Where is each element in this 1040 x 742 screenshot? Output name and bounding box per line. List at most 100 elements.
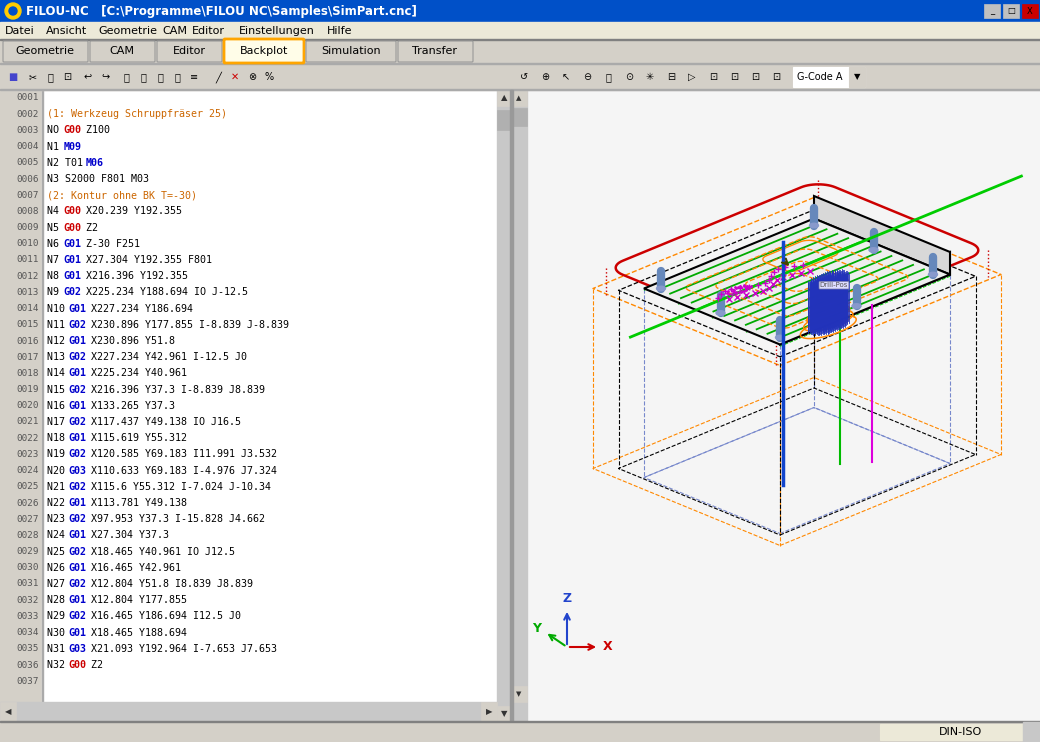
Bar — [135, 67, 151, 87]
Text: 0021: 0021 — [17, 418, 40, 427]
Text: 0014: 0014 — [17, 304, 40, 313]
Bar — [5, 67, 21, 87]
Text: X216.396 Y37.3 I-8.839 J8.839: X216.396 Y37.3 I-8.839 J8.839 — [85, 384, 265, 395]
Text: ▼: ▼ — [500, 709, 508, 718]
Text: N30: N30 — [47, 628, 71, 637]
Text: X230.896 Y177.855 I-8.839 J-8.839: X230.896 Y177.855 I-8.839 J-8.839 — [85, 320, 289, 329]
Text: 0034: 0034 — [17, 628, 40, 637]
Bar — [512, 90, 527, 106]
Bar — [0, 89, 1040, 90]
Text: X230.896 Y51.8: X230.896 Y51.8 — [85, 336, 175, 346]
Bar — [97, 67, 113, 87]
FancyBboxPatch shape — [3, 41, 88, 62]
Ellipse shape — [869, 248, 878, 252]
FancyBboxPatch shape — [224, 39, 304, 63]
Text: X133.265 Y37.3: X133.265 Y37.3 — [85, 401, 175, 411]
Text: Y: Y — [532, 623, 541, 635]
Polygon shape — [780, 252, 950, 344]
Text: 0018: 0018 — [17, 369, 40, 378]
Text: 0007: 0007 — [17, 191, 40, 200]
Text: G01: G01 — [69, 368, 86, 378]
Text: G01: G01 — [69, 562, 86, 573]
Text: ⊡: ⊡ — [772, 72, 780, 82]
Text: X27.304 Y192.355 F801: X27.304 Y192.355 F801 — [80, 255, 212, 265]
FancyBboxPatch shape — [398, 41, 473, 62]
Text: 0011: 0011 — [17, 255, 40, 264]
Bar — [512, 90, 527, 722]
Text: N24: N24 — [47, 531, 71, 540]
Text: G02: G02 — [69, 579, 86, 589]
Text: 0009: 0009 — [17, 223, 40, 232]
Text: N29: N29 — [47, 611, 71, 621]
Bar — [1022, 4, 1038, 18]
Text: 0001: 0001 — [17, 93, 40, 102]
Text: ▲: ▲ — [500, 93, 508, 102]
Bar — [512, 70, 1040, 722]
Text: ✳: ✳ — [646, 72, 654, 82]
Bar — [599, 67, 617, 87]
Bar — [0, 64, 1040, 90]
Text: 0029: 0029 — [17, 547, 40, 556]
Text: G01: G01 — [69, 498, 86, 508]
Text: Editor: Editor — [173, 46, 206, 56]
Text: 0013: 0013 — [17, 288, 40, 297]
Bar — [497, 706, 512, 722]
Text: G02: G02 — [69, 547, 86, 556]
Text: Datei: Datei — [5, 26, 34, 36]
Ellipse shape — [809, 223, 818, 228]
Text: X12.804 Y51.8 I8.839 J8.839: X12.804 Y51.8 I8.839 J8.839 — [85, 579, 253, 589]
Text: ▼: ▼ — [516, 691, 522, 697]
Bar — [25, 67, 41, 87]
Text: X115.619 Y55.312: X115.619 Y55.312 — [85, 433, 187, 443]
Text: 0028: 0028 — [17, 531, 40, 540]
Text: G01: G01 — [69, 433, 86, 443]
Polygon shape — [644, 218, 950, 344]
Text: X227.234 Y42.961 I-12.5 J0: X227.234 Y42.961 I-12.5 J0 — [85, 352, 248, 362]
Text: M09: M09 — [63, 142, 81, 151]
Ellipse shape — [929, 272, 937, 277]
Text: ⊗: ⊗ — [248, 72, 256, 82]
Bar — [515, 67, 534, 87]
Text: X225.234 Y40.961: X225.234 Y40.961 — [85, 368, 187, 378]
Text: Editor: Editor — [192, 26, 226, 36]
Text: 0027: 0027 — [17, 515, 40, 524]
Text: Ansicht: Ansicht — [46, 26, 87, 36]
Text: N27: N27 — [47, 579, 71, 589]
Text: 0032: 0032 — [17, 596, 40, 605]
Bar — [512, 686, 527, 702]
Text: ⊕: ⊕ — [541, 72, 549, 82]
Bar — [0, 0, 1040, 22]
Text: ⊡: ⊡ — [730, 72, 738, 82]
Text: 0026: 0026 — [17, 499, 40, 508]
Text: 0004: 0004 — [17, 142, 40, 151]
Bar — [1003, 4, 1019, 18]
Text: N19: N19 — [47, 450, 71, 459]
Bar — [768, 67, 785, 87]
Bar — [557, 67, 575, 87]
Text: Z100: Z100 — [80, 125, 109, 135]
Text: N1: N1 — [47, 142, 64, 151]
Text: X225.234 Y188.694 IO J-12.5: X225.234 Y188.694 IO J-12.5 — [80, 287, 248, 298]
Text: G02: G02 — [69, 384, 86, 395]
Text: Z2: Z2 — [80, 223, 98, 232]
Text: 0017: 0017 — [17, 352, 40, 361]
Text: ↩: ↩ — [84, 72, 93, 82]
Text: 0036: 0036 — [17, 660, 40, 669]
Text: G03: G03 — [69, 644, 86, 654]
Bar — [880, 724, 1035, 740]
Bar — [261, 67, 277, 87]
Text: _: _ — [990, 7, 994, 16]
Text: CAM: CAM — [163, 26, 188, 36]
Bar — [0, 22, 1040, 40]
Bar — [0, 702, 497, 722]
Text: 0012: 0012 — [17, 272, 40, 280]
Bar — [210, 67, 226, 87]
Text: Drill-Pos: Drill-Pos — [820, 282, 849, 289]
Bar — [480, 702, 497, 722]
Text: X113.781 Y49.138: X113.781 Y49.138 — [85, 498, 187, 508]
Text: N6: N6 — [47, 239, 64, 249]
Text: X117.437 Y49.138 IO J16.5: X117.437 Y49.138 IO J16.5 — [85, 417, 241, 427]
Text: 0006: 0006 — [17, 174, 40, 183]
Bar — [849, 67, 865, 87]
Bar — [0, 722, 1040, 742]
